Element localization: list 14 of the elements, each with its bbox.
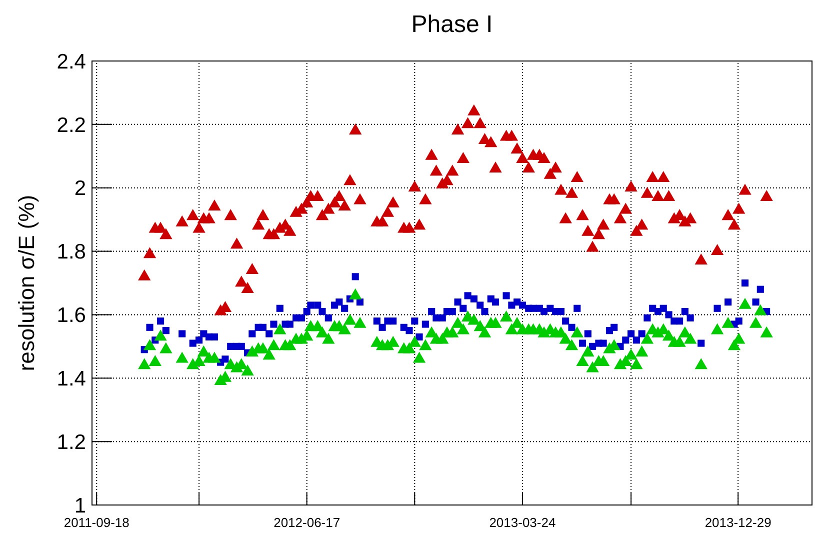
y-tick-label: 1.6 xyxy=(56,304,86,328)
x-tick-label: 2013-12-29 xyxy=(704,515,772,530)
y-tick-label: 2.4 xyxy=(56,50,86,74)
x-tick-label: 2011-09-18 xyxy=(64,515,130,530)
y-tick-label: 2.2 xyxy=(56,114,86,137)
y-tick-label: 1.4 xyxy=(56,367,86,390)
y-tick-label: 2 xyxy=(74,177,86,200)
y-tick-label: 1 xyxy=(74,494,86,518)
y-tick-label: 1.8 xyxy=(56,240,86,264)
x-tick-label: 2013-03-24 xyxy=(489,515,556,530)
y-axis-title: resolution σ/E (%) xyxy=(14,194,39,372)
x-tick-label: 2012-06-17 xyxy=(274,515,340,530)
y-tick-label: 1.2 xyxy=(56,430,86,454)
chart-title: Phase I xyxy=(411,11,493,38)
